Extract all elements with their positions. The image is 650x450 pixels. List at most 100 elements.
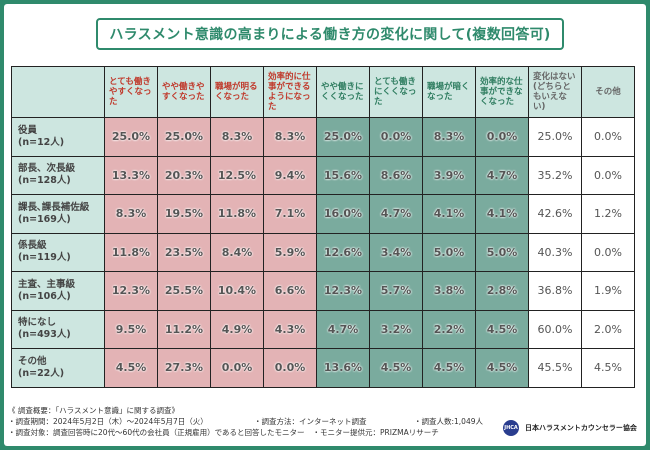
table-row: 課長､課長補佐級 (n=169人) 8.3% 19.5% 11.8% 7.1% 16.0% 4…: [11, 194, 635, 234]
table-row: 特になし (n=493人) 9.5% 11.2% 4.9% 4.3% 4.7% 3.2% 2.2…: [11, 309, 635, 349]
column-header: とても働きにくくなった: [369, 66, 423, 118]
value-cell: 1.9%: [581, 271, 635, 311]
table-row: 部長、次長級 (n=128人) 13.3% 20.3% 12.5% 9.4% 15.6% 8.…: [11, 155, 635, 195]
value-cell: 0.0%: [581, 117, 635, 157]
value-cell: 1.2%: [581, 194, 635, 234]
chart-title: ハラスメント意識の高まりによる働き方の変化に関して(複数回答可): [96, 18, 564, 50]
value-cell: 11.2%: [157, 309, 211, 349]
row-label: 課長､課長補佐級 (n=169人): [11, 194, 105, 234]
value-cell: 2.2%: [422, 309, 476, 349]
value-cell: 4.5%: [369, 348, 423, 388]
value-cell: 11.8%: [104, 232, 158, 272]
row-label: 役員 (n=12人): [11, 117, 105, 157]
value-cell: 5.0%: [475, 232, 529, 272]
row-sample-size: (n=119人): [18, 252, 71, 264]
row-sample-size: (n=106人): [18, 290, 71, 302]
row-sample-size: (n=22人): [18, 367, 65, 379]
value-cell: 12.6%: [316, 232, 370, 272]
table-row: 係長級 (n=119人) 11.8% 23.5% 8.4% 5.9% 12.6% 3.4% 5.…: [11, 232, 635, 272]
value-cell: 0.0%: [475, 117, 529, 157]
column-header: やや働きやすくなった: [157, 66, 211, 118]
value-cell: 0.0%: [369, 117, 423, 157]
row-name: 役員: [18, 124, 38, 136]
value-cell: 60.0%: [528, 309, 582, 349]
value-cell: 12.3%: [316, 271, 370, 311]
value-cell: 16.0%: [316, 194, 370, 234]
value-cell: 3.4%: [369, 232, 423, 272]
row-label: 部長、次長級 (n=128人): [11, 155, 105, 195]
row-sample-size: (n=128人): [18, 175, 71, 187]
survey-summary: 《 調査概要：「ハラスメント意識」に関する調査》: [8, 406, 179, 415]
value-cell: 4.5%: [475, 348, 529, 388]
value-cell: 4.3%: [263, 309, 317, 349]
value-cell: 9.5%: [104, 309, 158, 349]
value-cell: 8.3%: [210, 117, 264, 157]
value-cell: 20.3%: [157, 155, 211, 195]
column-header: 変化はない(どちらともいえない): [528, 66, 582, 118]
value-cell: 8.6%: [369, 155, 423, 195]
row-label: 主査、主事級 (n=106人): [11, 271, 105, 311]
row-label: 特になし (n=493人): [11, 309, 105, 349]
survey-method: ・調査方法：インターネット調査: [254, 417, 367, 426]
value-cell: 4.1%: [422, 194, 476, 234]
value-cell: 35.2%: [528, 155, 582, 195]
value-cell: 10.4%: [210, 271, 264, 311]
value-cell: 4.7%: [475, 155, 529, 195]
value-cell: 36.8%: [528, 271, 582, 311]
value-cell: 13.3%: [104, 155, 158, 195]
column-header: 職場が明るくなった: [210, 66, 264, 118]
value-cell: 25.0%: [104, 117, 158, 157]
value-cell: 27.3%: [157, 348, 211, 388]
value-cell: 12.3%: [104, 271, 158, 311]
value-cell: 42.6%: [528, 194, 582, 234]
logo-mark-icon: JHCA: [503, 420, 519, 436]
value-cell: 4.5%: [475, 309, 529, 349]
value-cell: 25.0%: [528, 117, 582, 157]
survey-target: ・調査対象：調査回答時に20代～60代の会社員（正規雇用）であると回答したモニタ…: [8, 428, 305, 437]
row-name: 特になし: [18, 317, 57, 329]
value-cell: 6.6%: [263, 271, 317, 311]
row-name: 部長、次長級: [18, 163, 76, 175]
value-cell: 23.5%: [157, 232, 211, 272]
row-name: 主査、主事級: [18, 278, 76, 290]
survey-footer: 《 調査概要：「ハラスメント意識」に関する調査》 ・調査期間：2024年5月2日…: [8, 405, 483, 438]
row-name: 係長級: [18, 240, 47, 252]
value-cell: 13.6%: [316, 348, 370, 388]
table-row: 役員 (n=12人) 25.0% 25.0% 8.3% 8.3% 25.0% 0.0% 8.3%…: [11, 117, 635, 157]
row-sample-size: (n=169人): [18, 213, 71, 225]
row-name: その他: [18, 355, 47, 367]
column-header: とても働きやすくなった: [104, 66, 158, 118]
table-row: 主査、主事級 (n=106人) 12.3% 25.5% 10.4% 6.6% 12.3% 5.…: [11, 271, 635, 311]
value-cell: 25.0%: [316, 117, 370, 157]
value-cell: 4.5%: [422, 348, 476, 388]
column-header: 効率的に仕事ができるようになった: [263, 66, 317, 118]
row-label: 係長級 (n=119人): [11, 232, 105, 272]
value-cell: 2.0%: [581, 309, 635, 349]
table-row: その他 (n=22人) 4.5% 27.3% 0.0% 0.0% 13.6% 4.5% 4.5%…: [11, 348, 635, 388]
row-name: 課長､課長補佐級: [18, 201, 90, 213]
value-cell: 9.4%: [263, 155, 317, 195]
value-cell: 3.2%: [369, 309, 423, 349]
row-sample-size: (n=12人): [18, 136, 65, 148]
value-cell: 3.8%: [422, 271, 476, 311]
column-header: 職場が暗くなった: [422, 66, 476, 118]
value-cell: 19.5%: [157, 194, 211, 234]
value-cell: 45.5%: [528, 348, 582, 388]
corner-cell: [11, 66, 105, 118]
survey-provider: ・モニター提供元：PRIZMAリサーチ: [312, 428, 439, 437]
column-header: やや働きにくくなった: [316, 66, 370, 118]
survey-count: ・調査人数:1,049人: [414, 417, 483, 426]
value-cell: 3.9%: [422, 155, 476, 195]
row-label: その他 (n=22人): [11, 348, 105, 388]
row-sample-size: (n=493人): [18, 329, 71, 341]
survey-period: ・調査期間：2024年5月2日（木）～2024年5月7日（火）: [8, 417, 208, 426]
value-cell: 8.3%: [104, 194, 158, 234]
value-cell: 0.0%: [581, 155, 635, 195]
value-cell: 5.9%: [263, 232, 317, 272]
value-cell: 4.5%: [104, 348, 158, 388]
value-cell: 4.7%: [316, 309, 370, 349]
value-cell: 0.0%: [210, 348, 264, 388]
value-cell: 2.8%: [475, 271, 529, 311]
value-cell: 5.7%: [369, 271, 423, 311]
value-cell: 4.7%: [369, 194, 423, 234]
